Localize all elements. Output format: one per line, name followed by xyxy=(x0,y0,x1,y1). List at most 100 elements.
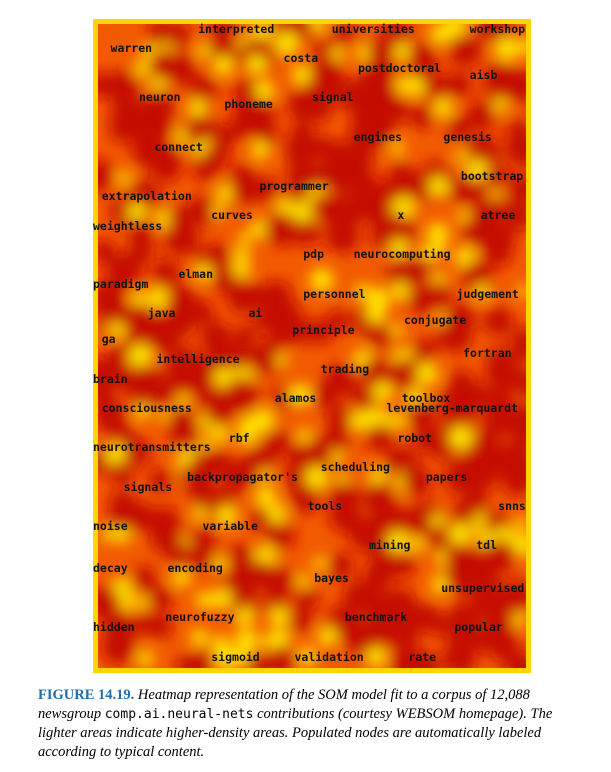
node-label: papers xyxy=(425,469,468,484)
density-cell xyxy=(426,222,449,245)
node-label: ai xyxy=(248,306,263,321)
node-label: curves xyxy=(211,208,253,223)
density-cell xyxy=(137,650,154,667)
density-cell xyxy=(513,612,528,627)
density-cell xyxy=(507,203,531,230)
node-label: genesis xyxy=(443,129,492,144)
density-cell xyxy=(312,556,326,571)
density-cell xyxy=(367,120,394,147)
density-cell xyxy=(229,177,258,205)
density-cell xyxy=(192,507,207,521)
density-cell xyxy=(498,579,531,614)
density-cell xyxy=(214,648,238,671)
density-cell xyxy=(457,209,470,222)
density-cell xyxy=(180,458,216,495)
density-cell xyxy=(271,386,295,410)
density-cell xyxy=(423,74,449,100)
node-label: levenberg-marquardt xyxy=(386,401,519,416)
density-cell xyxy=(169,419,199,450)
density-cell xyxy=(105,70,140,105)
density-cell xyxy=(145,318,180,354)
node-label: backpropagator's xyxy=(187,469,298,484)
density-cell xyxy=(289,383,312,407)
density-cell xyxy=(230,112,256,139)
density-cell xyxy=(411,338,437,364)
density-cell xyxy=(195,591,213,609)
density-cell xyxy=(448,34,482,68)
density-cell xyxy=(220,459,254,493)
node-label: workshop xyxy=(469,21,526,36)
node-label: bayes xyxy=(314,571,349,586)
node-label: neuron xyxy=(138,90,181,105)
density-cell xyxy=(408,77,427,97)
density-cell xyxy=(395,624,420,649)
node-label: elman xyxy=(178,267,214,282)
node-label: decay xyxy=(93,561,128,576)
density-cell xyxy=(254,80,275,101)
density-cell xyxy=(127,202,147,222)
density-cell xyxy=(363,560,394,591)
density-cell xyxy=(447,116,472,140)
density-cell xyxy=(128,344,153,369)
node-label: fortran xyxy=(463,345,512,360)
node-label: conjugate xyxy=(403,312,467,327)
node-label: robot xyxy=(397,430,433,445)
density-cell xyxy=(101,527,116,542)
density-cell xyxy=(208,33,241,66)
density-cell xyxy=(165,53,197,85)
newsgroup-name: comp.ai.neural-nets xyxy=(104,707,254,722)
density-cell xyxy=(505,652,531,673)
density-cell xyxy=(473,563,500,591)
density-cell xyxy=(236,422,259,445)
density-cell xyxy=(461,259,494,292)
caption-text-2: contributions (courtesy WEBSOM homepage)… xyxy=(38,706,553,760)
density-cell xyxy=(232,259,251,278)
density-cell xyxy=(301,437,337,472)
density-cell xyxy=(189,649,215,673)
node-label: paradigm xyxy=(93,276,149,291)
density-cell xyxy=(387,530,409,553)
density-cell xyxy=(390,323,404,337)
density-cell xyxy=(365,424,394,452)
density-cell xyxy=(401,466,433,497)
density-cell xyxy=(266,645,297,673)
density-cell xyxy=(382,19,411,46)
density-cell xyxy=(382,96,409,123)
density-cell xyxy=(266,522,295,551)
density-cell xyxy=(366,647,387,668)
density-cell xyxy=(267,504,287,524)
node-label: atree xyxy=(480,208,516,223)
node-label: tdl xyxy=(476,538,498,553)
node-label: consciousness xyxy=(101,401,192,416)
density-cell xyxy=(409,104,434,130)
density-cell xyxy=(391,282,410,301)
node-label: bootstrap xyxy=(460,168,524,183)
density-cell xyxy=(105,443,129,466)
density-cell xyxy=(488,196,512,220)
density-cell xyxy=(250,341,284,376)
density-cell xyxy=(297,428,312,443)
density-cell xyxy=(212,556,228,572)
node-label: costa xyxy=(283,51,319,66)
node-label: pdp xyxy=(303,247,325,262)
density-cell xyxy=(188,75,218,105)
node-label: x xyxy=(397,208,405,223)
density-cell xyxy=(268,629,291,652)
node-label: tools xyxy=(307,499,343,514)
density-cell xyxy=(501,68,531,104)
density-cell xyxy=(187,195,218,226)
node-label: alamos xyxy=(274,391,317,406)
density-cell xyxy=(386,507,417,537)
density-cell xyxy=(445,561,479,596)
density-cell xyxy=(106,344,133,372)
density-cell xyxy=(318,627,338,647)
node-label: rbf xyxy=(228,430,250,445)
node-label: signals xyxy=(123,479,173,494)
node-label: variable xyxy=(202,518,258,533)
density-cell xyxy=(408,171,439,202)
node-label: rate xyxy=(408,649,437,664)
node-label: validation xyxy=(294,649,364,664)
node-label: interpreted xyxy=(198,21,275,36)
density-cell xyxy=(232,648,250,666)
density-cell xyxy=(430,240,446,257)
